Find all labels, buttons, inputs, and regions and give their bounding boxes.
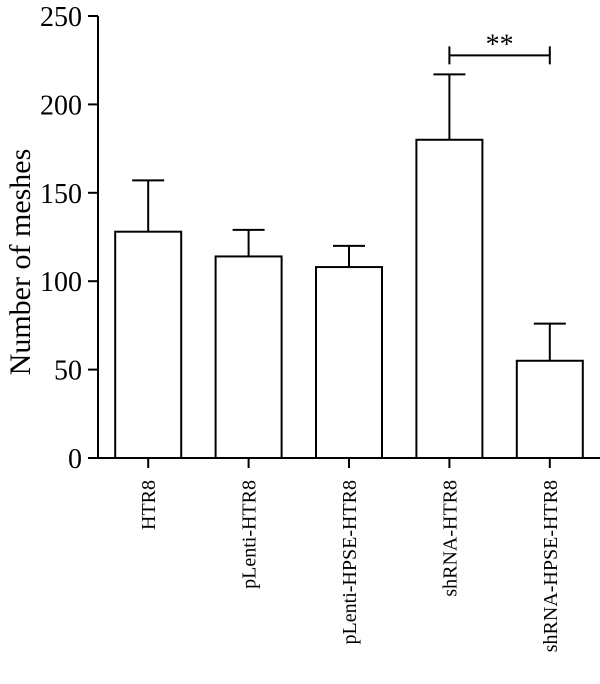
annotations: ** — [448, 29, 551, 65]
bar — [315, 266, 383, 459]
y-tick-label: 100 — [40, 267, 82, 298]
x-axis: HTR8 pLenti-HTR8 pLenti-HPSE-HTR8 shRNA-HTR… — [98, 457, 600, 652]
y-axis: 0 50 100 150 200 250 — [40, 2, 99, 475]
y-tick-label: 50 — [54, 356, 82, 387]
y-axis-label: Number of meshes — [4, 149, 37, 376]
error-bars — [132, 73, 566, 361]
bar — [114, 230, 183, 459]
x-tick-label: HTR8 — [138, 480, 160, 530]
x-ticks: HTR8 pLenti-HTR8 pLenti-HPSE-HTR8 shRNA-HTR… — [138, 458, 562, 652]
x-tick-label: shRNA-HTR8 — [439, 480, 461, 597]
bar — [515, 359, 584, 460]
bars — [114, 138, 584, 460]
x-tick-label: pLenti-HTR8 — [239, 480, 261, 589]
y-tick-label: 0 — [68, 444, 82, 475]
y-tick-label: 150 — [40, 179, 82, 210]
bar — [415, 138, 484, 459]
y-tick-label: 250 — [40, 2, 82, 33]
significance-label: ** — [486, 29, 514, 60]
x-tick-label: shRNA-HPSE-HTR8 — [540, 480, 562, 652]
bar — [214, 255, 283, 459]
x-tick-label: pLenti-HPSE-HTR8 — [339, 480, 361, 644]
y-tick-label: 200 — [40, 90, 82, 121]
y-ticks: 0 50 100 150 200 250 — [40, 2, 98, 475]
